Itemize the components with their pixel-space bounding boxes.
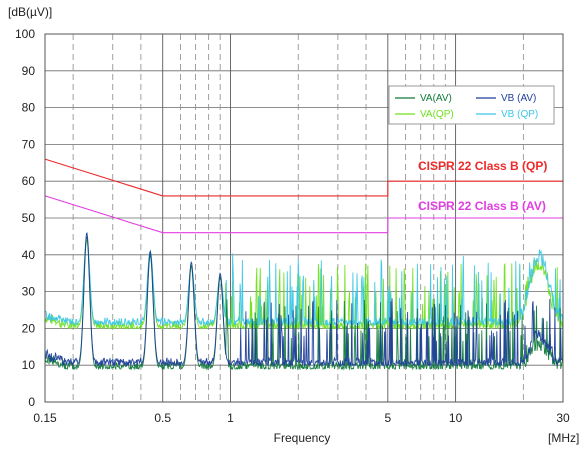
y-tick-label: 30 [22,285,36,299]
limit-label-av-text: CISPR 22 Class B (AV) [418,199,546,213]
y-tick-label: 50 [22,211,36,225]
plot-frame [44,33,564,403]
limit-line-av [44,195,563,234]
legend-label-va-av: VA(AV) [420,93,452,104]
legend-box [388,85,555,125]
y-axis-label: [dB(µV)] [8,5,52,19]
x-tick-label: 1 [227,411,234,425]
limit-line-qp [44,158,563,197]
series-lines [44,232,564,371]
x-tick-label: 0.15 [33,411,57,425]
legend-label-va-qp: VA(QP) [420,109,454,120]
x-tick-label: 10 [449,411,463,425]
y-tick-label: 60 [22,174,36,188]
y-tick-label: 10 [22,358,36,372]
x-tick-label: 30 [556,411,570,425]
y-tick-label: 0 [28,395,35,409]
x-axis-label: Frequency [274,431,331,445]
x-tick-label: 5 [384,411,391,425]
series-line-vbav [44,232,564,367]
y-tick-label: 40 [22,248,36,262]
y-tick-label: 20 [22,321,36,335]
y-tick-label: 80 [22,101,36,115]
limit-label-av: CISPR 22 Class B (AV) [418,199,546,213]
series-line-vaav [44,235,564,371]
limit-label-qp-text: CISPR 22 Class B (QP) [418,159,547,173]
limit-lines [44,158,563,234]
x-axis-unit: [MHz] [548,431,579,445]
x-tick-labels: 0.15 0.5 1 5 10 30 [33,411,570,425]
legend: VA(AV) VB (AV) VA(QP) VB (QP) [388,85,555,125]
y-tick-label: 70 [22,137,36,151]
y-tick-label: 90 [22,64,36,78]
legend-label-vb-qp: VB (QP) [501,109,538,120]
limit-label-qp: CISPR 22 Class B (QP) [418,159,547,173]
legend-label-vb-av: VB (AV) [501,93,536,104]
x-tick-label: 0.5 [154,411,171,425]
y-tick-label: 100 [15,27,35,41]
